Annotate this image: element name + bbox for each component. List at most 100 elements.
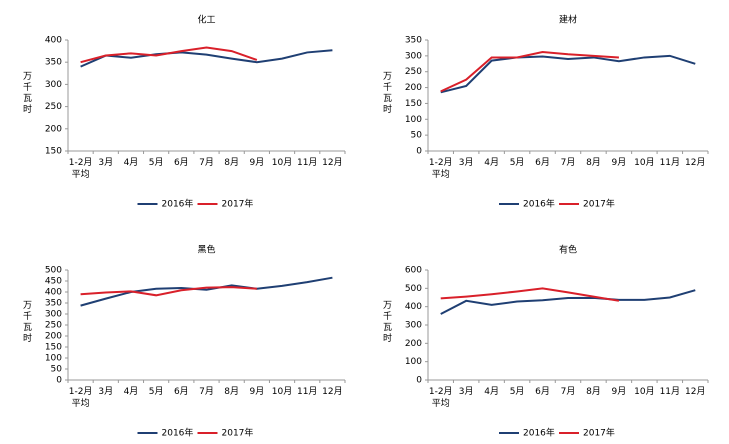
y-tick-label: 50 bbox=[411, 131, 423, 141]
x-tick-label: 3月 bbox=[458, 158, 474, 168]
x-tick-label: 7月 bbox=[560, 387, 576, 397]
x-tick-label: 4月 bbox=[123, 387, 139, 397]
series-line bbox=[80, 46, 258, 64]
legend-label: 2016年 bbox=[523, 198, 555, 210]
x-tick-label: 10月 bbox=[634, 158, 655, 168]
y-axis-label: 万千瓦时 bbox=[381, 70, 391, 115]
y-tick-label: 350 bbox=[45, 299, 62, 309]
series-line bbox=[80, 49, 333, 68]
y-tick-label: 200 bbox=[45, 124, 62, 134]
x-tick-label: 10月 bbox=[271, 387, 293, 397]
legend-label: 2017年 bbox=[583, 427, 615, 439]
x-tick-label: 12月 bbox=[685, 158, 706, 168]
x-tick-label: 9月 bbox=[611, 158, 627, 168]
x-tick-label: 7月 bbox=[560, 158, 576, 168]
legend-label: 2016年 bbox=[162, 198, 194, 210]
x-tick-label: 11月 bbox=[296, 158, 318, 168]
x-tick-label: 1-2月 平均 bbox=[68, 158, 93, 180]
y-tick-label: 300 bbox=[45, 310, 62, 320]
y-tick-label: 200 bbox=[405, 339, 422, 349]
y-tick-label: 0 bbox=[56, 376, 62, 386]
x-tick-label: 6月 bbox=[535, 387, 550, 397]
x-tick-label: 8月 bbox=[224, 158, 240, 168]
y-tick-label: 300 bbox=[45, 80, 62, 90]
y-tick-label: 50 bbox=[51, 365, 63, 375]
x-tick-label: 4月 bbox=[484, 158, 499, 168]
legend-label: 2017年 bbox=[222, 198, 254, 210]
y-tick-label: 300 bbox=[405, 51, 422, 61]
x-tick-label: 5月 bbox=[509, 158, 525, 168]
y-axis-label: 万千瓦时 bbox=[381, 300, 391, 344]
x-tick-label: 7月 bbox=[199, 158, 214, 168]
x-tick-label: 5月 bbox=[148, 158, 164, 168]
x-tick-label: 8月 bbox=[586, 158, 601, 168]
y-tick-label: 250 bbox=[45, 321, 62, 331]
x-tick-label: 6月 bbox=[535, 158, 550, 168]
x-tick-label: 10月 bbox=[271, 158, 293, 168]
x-tick-label: 7月 bbox=[199, 387, 214, 397]
chart-title: 有色 bbox=[559, 244, 577, 256]
y-tick-label: 0 bbox=[416, 147, 422, 157]
y-tick-label: 100 bbox=[45, 354, 62, 364]
legend-label: 2016年 bbox=[162, 427, 194, 439]
x-tick-label: 12月 bbox=[685, 387, 706, 397]
x-tick-label: 4月 bbox=[123, 158, 139, 168]
legend-label: 2017年 bbox=[583, 198, 615, 210]
series-line bbox=[80, 276, 333, 307]
y-tick-label: 500 bbox=[405, 284, 422, 294]
series-line bbox=[440, 287, 620, 302]
y-tick-label: 0 bbox=[416, 376, 422, 386]
x-tick-label: 9月 bbox=[249, 387, 265, 397]
x-tick-label: 12月 bbox=[322, 158, 343, 168]
series-line bbox=[80, 286, 257, 297]
legend-label: 2017年 bbox=[222, 427, 254, 439]
x-tick-label: 10月 bbox=[634, 387, 655, 397]
x-tick-label: 8月 bbox=[586, 387, 601, 397]
x-tick-label: 11月 bbox=[296, 387, 318, 397]
y-tick-label: 100 bbox=[405, 357, 422, 367]
y-axis-label: 万千瓦时 bbox=[21, 300, 31, 344]
y-tick-label: 200 bbox=[45, 332, 62, 342]
x-tick-label: 12月 bbox=[322, 387, 343, 397]
x-tick-label: 5月 bbox=[509, 387, 525, 397]
y-tick-label: 200 bbox=[405, 83, 422, 93]
y-tick-label: 100 bbox=[405, 115, 422, 125]
series-line bbox=[440, 289, 696, 315]
y-tick-label: 250 bbox=[45, 102, 62, 112]
x-tick-label: 11月 bbox=[659, 387, 681, 397]
legend-label: 2016年 bbox=[523, 427, 555, 439]
y-tick-label: 400 bbox=[45, 36, 62, 46]
y-axis-label: 万千瓦时 bbox=[21, 70, 31, 115]
x-tick-label: 1-2月 平均 bbox=[428, 158, 453, 180]
x-tick-label: 6月 bbox=[173, 158, 189, 168]
series-line bbox=[440, 51, 619, 93]
y-tick-label: 150 bbox=[45, 343, 62, 353]
y-tick-label: 400 bbox=[405, 302, 422, 312]
x-tick-label: 8月 bbox=[224, 387, 240, 397]
chart-title: 建材 bbox=[559, 14, 577, 26]
x-tick-label: 11月 bbox=[659, 158, 681, 168]
y-tick-label: 350 bbox=[405, 36, 422, 46]
x-tick-label: 3月 bbox=[458, 387, 474, 397]
y-tick-label: 350 bbox=[45, 58, 62, 68]
x-tick-label: 9月 bbox=[249, 158, 265, 168]
chart-title: 化工 bbox=[197, 14, 215, 26]
y-tick-label: 400 bbox=[45, 288, 62, 298]
y-tick-label: 150 bbox=[405, 99, 422, 109]
x-tick-label: 1-2月 平均 bbox=[428, 387, 453, 409]
y-tick-label: 500 bbox=[45, 266, 62, 276]
x-tick-label: 4月 bbox=[484, 387, 499, 397]
x-tick-label: 9月 bbox=[611, 387, 627, 397]
x-tick-label: 5月 bbox=[148, 387, 164, 397]
y-tick-label: 300 bbox=[405, 321, 422, 331]
x-tick-label: 3月 bbox=[98, 158, 114, 168]
x-tick-label: 3月 bbox=[98, 387, 114, 397]
series-line bbox=[440, 54, 696, 94]
y-tick-label: 600 bbox=[405, 266, 422, 276]
y-tick-label: 250 bbox=[405, 67, 422, 77]
y-tick-label: 150 bbox=[45, 147, 62, 157]
y-tick-label: 450 bbox=[45, 277, 62, 287]
x-tick-label: 1-2月 平均 bbox=[68, 387, 93, 409]
